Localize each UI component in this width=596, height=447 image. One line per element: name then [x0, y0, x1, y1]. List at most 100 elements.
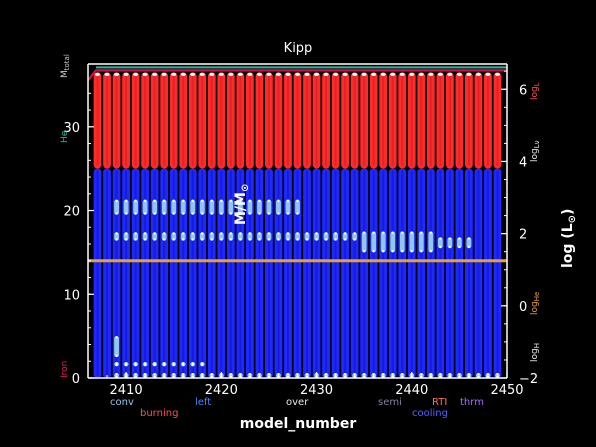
burning-column — [417, 72, 426, 169]
convection-dot — [401, 231, 404, 234]
cooling-column-shade — [477, 170, 480, 376]
cooling-column-shade — [172, 170, 175, 376]
y-left-tick-label: 30 — [63, 121, 80, 136]
surface-dot — [295, 72, 300, 76]
surface-dot — [352, 72, 358, 76]
convection-dot — [115, 363, 118, 367]
burning-column — [265, 72, 273, 169]
convection-dot — [353, 238, 356, 241]
burning-column — [388, 72, 397, 169]
surface-dot — [456, 72, 462, 76]
legend-over: over — [286, 397, 309, 408]
cooling-column-shade — [229, 170, 232, 376]
y-right-tick-label: 2 — [519, 228, 527, 243]
convection-segment — [114, 232, 119, 241]
right-side-label-text: logHe — [530, 292, 541, 315]
cooling-column — [245, 168, 254, 378]
convection-dot — [267, 232, 271, 235]
burning-column — [350, 72, 359, 169]
convection-segment — [218, 199, 224, 215]
convection-dot — [267, 199, 271, 203]
burning-column — [407, 72, 416, 169]
y-right-tick-label: −2 — [519, 372, 538, 387]
convection-dot — [191, 232, 194, 235]
convection-dot — [439, 372, 442, 376]
convection-dot — [420, 372, 423, 376]
burning-column-shade — [134, 75, 137, 166]
burning-column — [341, 72, 350, 169]
convection-dot — [315, 238, 318, 241]
cooling-column — [236, 168, 245, 378]
convection-segment — [399, 231, 405, 253]
burning-column — [198, 72, 207, 169]
convection-segment — [409, 231, 415, 253]
convection-dot — [229, 372, 233, 376]
cooling-column-shade — [267, 170, 270, 376]
convection-segment — [276, 199, 281, 215]
surface-dot — [228, 72, 234, 76]
y-right-label-sub: ⊙ — [567, 215, 578, 223]
convection-dot — [258, 238, 261, 241]
convection-segment — [152, 199, 158, 215]
convection-dot — [115, 232, 118, 235]
convection-dot — [286, 238, 290, 241]
cooling-column-shade — [382, 170, 385, 376]
left-side-label-main: Iron — [60, 361, 70, 378]
convection-dot — [201, 362, 204, 365]
cooling-column-shade — [106, 170, 108, 376]
cooling-column-shade — [439, 170, 442, 376]
convection-segment — [447, 237, 453, 249]
convection-dot — [153, 199, 156, 203]
convection-segment — [114, 199, 119, 215]
convection-segment — [228, 199, 234, 215]
y-right-tick-label: 6 — [519, 83, 527, 98]
burning-column — [188, 72, 197, 169]
convection-segment — [314, 232, 319, 241]
convection-segment — [295, 199, 300, 215]
cooling-column — [293, 168, 302, 378]
surface-dot — [390, 72, 396, 76]
burning-column-shade — [153, 75, 156, 166]
surface-dot — [180, 72, 186, 76]
surface-dot — [333, 72, 339, 76]
convection-segment — [133, 232, 139, 241]
y-left-label-main: M/M — [233, 192, 249, 225]
cooling-column — [484, 168, 492, 378]
convection-dot — [391, 250, 394, 253]
y-right-label-main: log (L — [560, 223, 576, 268]
convection-dot — [286, 199, 290, 203]
burning-column-shade — [287, 75, 289, 166]
convection-dot — [153, 362, 156, 365]
convection-dot — [124, 362, 128, 365]
convection-dot — [162, 238, 166, 241]
burning-column-shade — [420, 75, 423, 166]
convection-segment — [266, 372, 272, 378]
convection-bands — [114, 199, 500, 378]
surface-dot — [285, 72, 291, 76]
cooling-column-shade — [191, 170, 194, 376]
convection-segment — [142, 232, 148, 241]
convection-dot — [229, 199, 233, 203]
convection-segment — [199, 232, 205, 241]
x-tick-label: 2450 — [490, 383, 523, 398]
surface-dot — [437, 72, 443, 76]
convection-dot — [296, 372, 299, 376]
convection-dot — [343, 232, 347, 235]
convection-dot — [115, 336, 118, 339]
convection-dot — [248, 372, 252, 376]
convection-dot — [277, 199, 280, 203]
convection-dot — [201, 363, 204, 367]
convection-segment — [456, 237, 462, 249]
convection-dot — [182, 372, 185, 376]
convection-segment — [114, 372, 119, 378]
surface-dot — [190, 72, 196, 76]
left-side-label-text: He — [60, 130, 70, 143]
convection-dot — [258, 212, 261, 215]
convection-dot — [267, 238, 271, 241]
cooling-column-shade — [325, 170, 328, 376]
burning-column-shade — [429, 75, 432, 166]
y-left-tick-label: 20 — [63, 205, 80, 220]
cooling-column-shade — [363, 170, 366, 376]
burning-column — [236, 72, 245, 169]
cooling-column-shade — [220, 170, 223, 376]
